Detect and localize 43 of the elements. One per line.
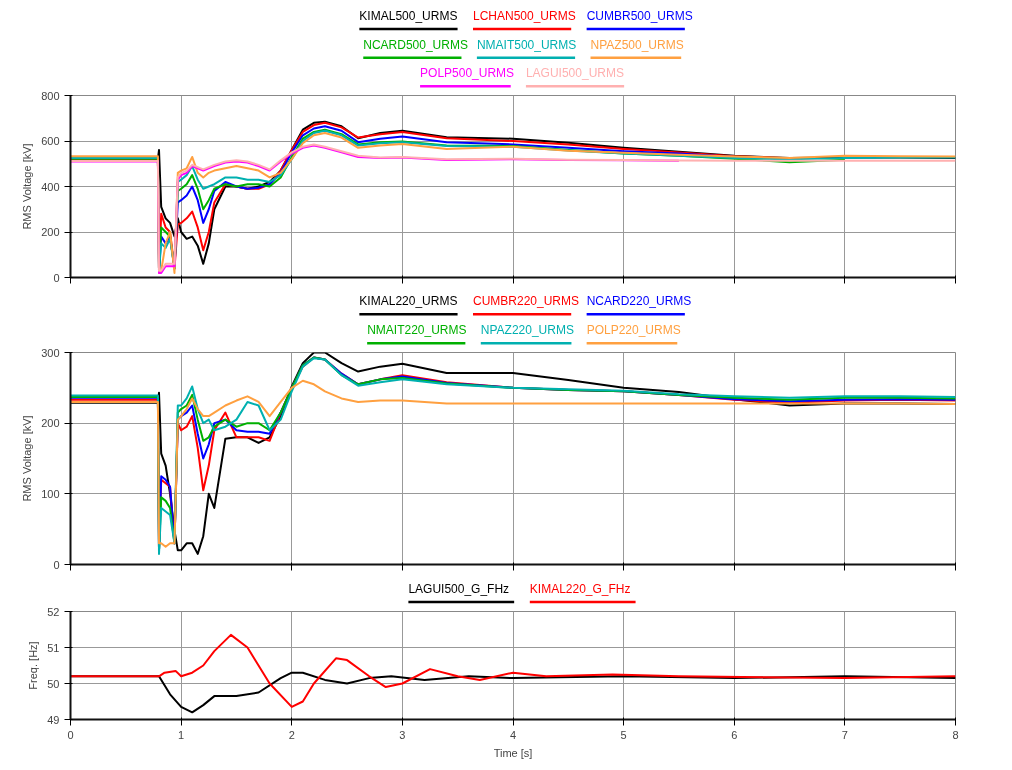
text: CUMBR500_URMS	[586, 9, 693, 24]
y-tick-label: 100	[41, 487, 60, 500]
y-axis-title: RMS Voltage [kV]	[21, 415, 34, 502]
x-tick-label: 2	[288, 728, 295, 741]
y-tick-label: 50	[47, 677, 60, 690]
x-tick-label: 1	[178, 728, 185, 741]
y-axis-title: Freq. [Hz]	[27, 641, 40, 690]
text: NCARD500_URMS	[363, 37, 468, 52]
x-tick-label: 4	[509, 728, 517, 741]
y-tick-label: 800	[41, 89, 60, 102]
y-tick-label: 300	[41, 346, 60, 359]
line-series	[70, 633, 956, 708]
y-tick-label: 49	[47, 713, 60, 726]
y-tick-label: 52	[47, 605, 60, 618]
y-tick-label: 600	[41, 135, 60, 147]
x-axis-title: Time [s]	[493, 746, 533, 759]
text: POLP220_URMS	[586, 323, 681, 338]
x-tick-label: 3	[399, 728, 406, 741]
x-tick-label: 5	[620, 728, 627, 741]
y-tick-label: 0	[53, 558, 60, 571]
text: KIMAL500_URMS	[359, 9, 458, 24]
text: LAGUI500_G_FHz	[408, 581, 510, 596]
x-tick-label: 7	[841, 728, 848, 741]
text: KIMAL220_G_FHz	[529, 581, 631, 596]
text: NMAIT220_URMS	[367, 323, 467, 338]
text: NPAZ500_URMS	[590, 37, 684, 52]
y-tick-label: 0	[53, 271, 60, 284]
text: NCARD220_URMS	[586, 294, 692, 309]
x-tick-label: 8	[952, 728, 959, 741]
y-axis-title: RMS Voltage [kV]	[21, 143, 34, 230]
text: LAGUI500_URMS	[525, 66, 624, 81]
y-tick-label: 51	[47, 641, 60, 654]
text: NMAIT500_URMS	[476, 37, 577, 52]
x-tick-label: 0	[67, 728, 74, 741]
y-tick-label: 200	[41, 226, 60, 238]
y-tick-label: 400	[41, 180, 60, 193]
x-tick-label: 6	[731, 728, 738, 741]
text: LCHAN500_URMS	[473, 9, 576, 24]
text: POLP500_URMS	[420, 66, 515, 81]
y-tick-label: 200	[41, 417, 60, 430]
text: KIMAL220_URMS	[359, 294, 458, 309]
text: CUMBR220_URMS	[473, 294, 580, 309]
text: NPAZ220_URMS	[480, 323, 574, 338]
